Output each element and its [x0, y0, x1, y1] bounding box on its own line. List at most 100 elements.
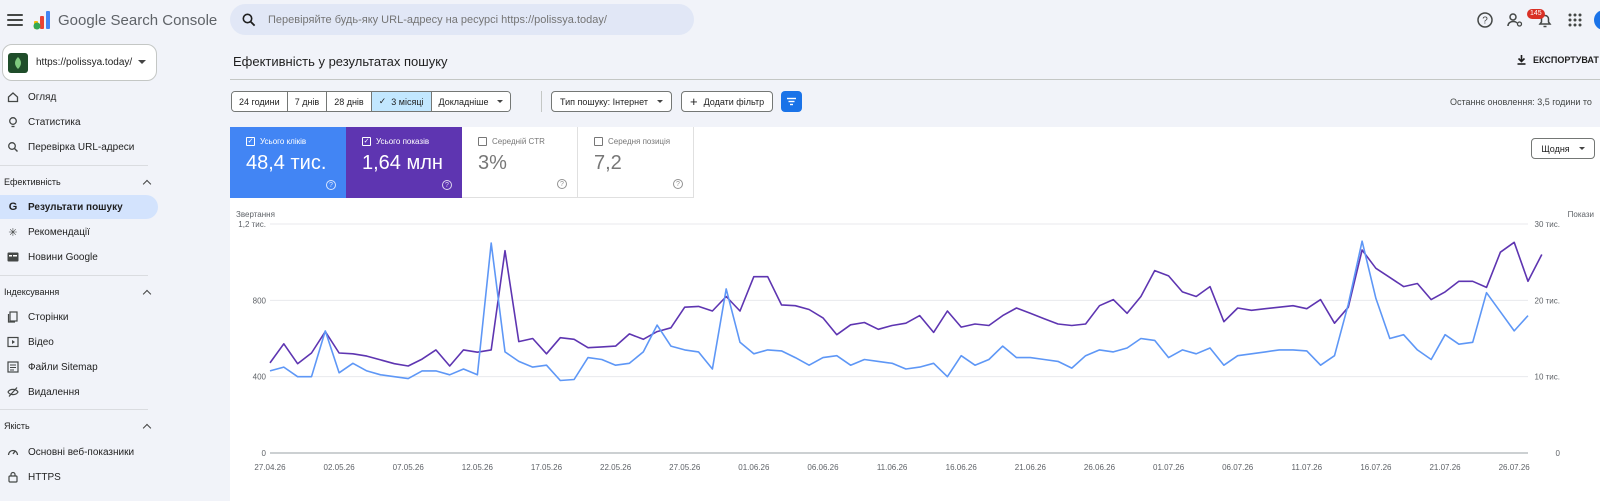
date-range-more[interactable]: Докладніше	[431, 92, 511, 111]
divider	[0, 409, 148, 410]
metric-value: 1,64 млн	[362, 152, 443, 174]
x-tick-label: 16.07.26	[1360, 463, 1392, 472]
sidebar-item-label: Основні веб-показники	[28, 446, 135, 458]
divider	[0, 165, 148, 166]
sidebar-item-url-inspection[interactable]: Перевірка URL-адреси	[0, 135, 158, 159]
help-icon[interactable]: ?	[673, 179, 683, 189]
sidebar-item-sitemaps[interactable]: Файли Sitemap	[0, 355, 158, 379]
sidebar-item-recommendations[interactable]: ✳ Рекомендації	[0, 220, 158, 244]
y-tick-label-right: 0	[1556, 449, 1561, 458]
notifications-bell-icon[interactable]	[1536, 11, 1554, 29]
metric-label: Середній CTR	[492, 137, 545, 146]
apps-grid-icon[interactable]	[1566, 11, 1584, 29]
x-tick-label: 26.06.26	[1084, 463, 1116, 472]
granularity-select[interactable]: Щодня	[1531, 138, 1595, 159]
chip-label: Додати фільтр	[703, 96, 765, 107]
notifications-count-badge: 145	[1527, 9, 1545, 19]
home-icon	[6, 90, 20, 104]
checkbox-checked-icon[interactable]: ✓	[246, 137, 255, 146]
date-range-7d[interactable]: 7 днів	[287, 92, 328, 111]
x-tick-label: 26.07.26	[1499, 463, 1531, 472]
metric-value: 48,4 тис.	[246, 152, 327, 174]
sidebar-item-label: Відео	[28, 336, 54, 348]
x-tick-label: 27.05.26	[669, 463, 701, 472]
sidebar: https://polissya.today/ Огляд Статистика…	[0, 40, 160, 501]
y-tick-label-left: 1,2 тис.	[238, 220, 266, 229]
sidebar-item-label: HTTPS	[28, 471, 61, 483]
section-title: Ефективність	[4, 177, 61, 187]
y-axis-label-left: Звертання	[236, 210, 275, 219]
y-tick-label-right: 10 тис.	[1535, 373, 1560, 382]
checkmark-icon: ✓	[378, 96, 387, 106]
help-icon[interactable]: ?	[1476, 11, 1494, 29]
chevron-down-icon	[138, 60, 146, 64]
y-tick-label-left: 400	[253, 373, 267, 382]
last-update-text: Останнє оновлення: 3,5 години то	[1450, 97, 1592, 107]
eye-off-icon	[6, 385, 20, 399]
date-range-label: Докладніше	[438, 96, 489, 107]
sidebar-item-core-web-vitals[interactable]: Основні веб-показники	[0, 440, 158, 464]
metric-total-clicks[interactable]: ✓ Усього кліків 48,4 тис. ?	[230, 127, 346, 198]
sidebar-item-removals[interactable]: Видалення	[0, 380, 158, 404]
date-range-selector: 24 години 7 днів 28 днів ✓ 3 місяці Докла…	[231, 91, 512, 112]
checkbox-checked-icon[interactable]: ✓	[362, 137, 371, 146]
section-quality[interactable]: Якість	[4, 417, 156, 435]
sitemap-icon	[6, 360, 20, 374]
metric-average-ctr[interactable]: Середній CTR 3% ?	[462, 127, 578, 198]
property-selector[interactable]: https://polissya.today/	[2, 44, 157, 81]
help-icon[interactable]: ?	[326, 180, 336, 190]
date-range-label: 3 місяці	[391, 96, 424, 107]
video-icon	[6, 335, 20, 349]
search-type-filter-chip[interactable]: Тип пошуку: Інтернет	[551, 91, 672, 112]
checkbox-unchecked-icon[interactable]	[478, 137, 487, 146]
page-title: Ефективність у результатах пошуку	[233, 54, 448, 69]
section-performance[interactable]: Ефективність	[4, 173, 156, 191]
sidebar-item-https[interactable]: HTTPS	[0, 465, 158, 489]
section-indexing[interactable]: Індексування	[4, 283, 156, 301]
url-inspection-input[interactable]	[268, 13, 688, 26]
metric-value: 3%	[478, 152, 507, 174]
lightbulb-icon	[6, 115, 20, 129]
date-range-24h[interactable]: 24 години	[232, 92, 288, 111]
hamburger-menu-icon[interactable]	[4, 9, 26, 31]
date-range-3m[interactable]: ✓ 3 місяці	[371, 92, 432, 111]
sidebar-item-search-results[interactable]: G Результати пошуку	[0, 195, 158, 219]
sidebar-item-label: Новини Google	[28, 251, 98, 263]
export-button[interactable]: ЕКСПОРТУВАТ	[1516, 54, 1599, 65]
performance-card: ✓ Усього кліків 48,4 тис. ? ✓ Усього показ…	[230, 127, 1600, 501]
add-filter-button[interactable]: + Додати фільтр	[681, 91, 774, 112]
sidebar-item-label: Перевірка URL-адреси	[28, 141, 135, 153]
manage-users-icon[interactable]	[1506, 11, 1524, 29]
advanced-filter-button[interactable]	[781, 91, 802, 112]
sidebar-item-video[interactable]: Відео	[0, 330, 158, 354]
chevron-up-icon	[142, 423, 152, 432]
chevron-up-icon	[142, 179, 152, 188]
sidebar-item-label: Результати пошуку	[28, 201, 123, 213]
sidebar-item-pages[interactable]: Сторінки	[0, 305, 158, 329]
sidebar-item-overview[interactable]: Огляд	[0, 85, 158, 109]
caret-down-icon	[497, 100, 504, 103]
x-tick-label: 16.06.26	[946, 463, 978, 472]
help-icon[interactable]: ?	[442, 180, 452, 190]
metric-average-position[interactable]: Середня позиція 7,2 ?	[578, 127, 694, 198]
account-avatar[interactable]	[1594, 10, 1600, 30]
x-tick-label: 06.07.26	[1222, 463, 1254, 472]
sidebar-item-label: Сторінки	[28, 311, 69, 323]
export-label: ЕКСПОРТУВАТ	[1533, 54, 1599, 65]
search-console-logo-icon	[33, 11, 50, 30]
url-inspection-search[interactable]	[230, 4, 694, 35]
app-logo[interactable]: Google Search Console	[32, 9, 217, 31]
property-favicon-icon	[8, 52, 28, 73]
sidebar-item-insights[interactable]: Статистика	[0, 110, 158, 134]
y-tick-label-left: 800	[253, 296, 267, 305]
x-tick-label: 11.07.26	[1292, 463, 1323, 472]
checkbox-unchecked-icon[interactable]	[594, 137, 603, 146]
metric-total-impressions[interactable]: ✓ Усього показів 1,64 млн ?	[346, 127, 462, 198]
chart-ticks: 0 0 400 10 тис. 800 20 тис. 1,2 тис. 30 тис. 27.…	[238, 220, 1560, 472]
sidebar-item-label: Видалення	[28, 386, 80, 398]
chart-series	[269, 240, 1543, 382]
sidebar-item-google-news[interactable]: Новини Google	[0, 245, 158, 269]
x-tick-label: 07.05.26	[393, 463, 425, 472]
date-range-28d[interactable]: 28 днів	[327, 92, 372, 111]
help-icon[interactable]: ?	[557, 179, 567, 189]
